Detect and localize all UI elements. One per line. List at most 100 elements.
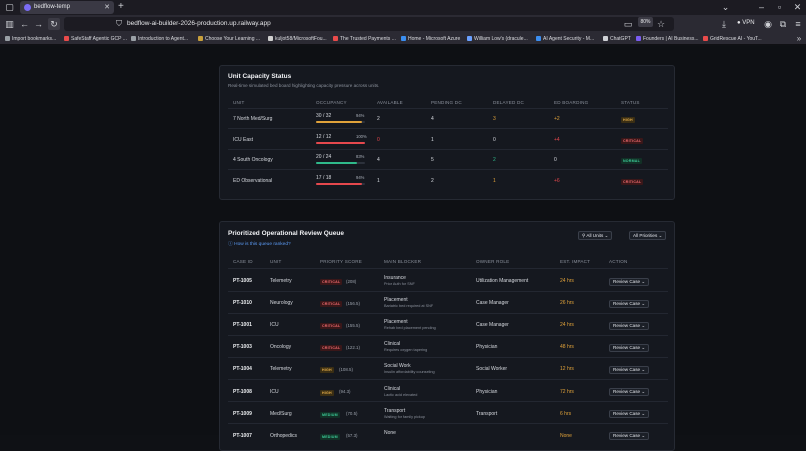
review-case-button[interactable]: Review Case ⌄ <box>609 388 650 396</box>
back-icon[interactable]: ← <box>20 19 29 29</box>
reload-icon[interactable]: ↻ <box>48 18 60 30</box>
priority-badge: HIGH <box>320 389 334 396</box>
bookmark-item[interactable]: GridRescue AI - YouT... <box>703 35 762 44</box>
priority-score: (122.1) <box>346 344 360 350</box>
bookmark-item[interactable]: kuljot58/MicrosoftFou... <box>268 35 327 44</box>
review-case-button[interactable]: Review Case ⌄ <box>609 365 650 374</box>
filter-priorities-select[interactable]: All Priorities ⌄ <box>629 231 667 240</box>
tab-list-icon[interactable]: ⌄ <box>721 2 730 12</box>
row-divider <box>228 148 668 150</box>
bookmark-item[interactable]: Introduction to Agent... <box>131 35 188 44</box>
bookmark-favicon-icon <box>333 35 338 41</box>
row-divider <box>228 169 668 170</box>
minimize-icon[interactable]: – <box>758 2 764 12</box>
tab-close-icon[interactable]: ✕ <box>104 4 110 11</box>
occupancy-bar <box>316 121 365 123</box>
review-case-button[interactable]: Review Case ⌄ <box>609 343 650 352</box>
maximize-icon[interactable]: ▫ <box>777 2 782 12</box>
bookmark-item[interactable]: ChatGPT <box>603 35 631 44</box>
downloads-icon[interactable]: ⤓ <box>722 19 726 29</box>
case-unit: Med/Surg <box>270 410 292 417</box>
review-case-button[interactable]: Review Case ⌄ <box>609 277 650 286</box>
capacity-column-header: OCCUPANCY <box>316 100 347 105</box>
filter-units-label: All Units <box>586 233 604 238</box>
bookmark-favicon-icon <box>131 35 136 41</box>
sidebar-icon[interactable]: ▢ <box>5 2 14 12</box>
ed-boarding: +2 <box>554 116 560 122</box>
queue-column-header: EST. IMPACT <box>560 259 591 264</box>
priority-badge: HIGH <box>320 367 334 374</box>
extensions-icon[interactable]: ⧉ <box>779 19 787 29</box>
queue-column-header: PRIORITY SCORE <box>320 259 363 264</box>
forward-icon[interactable]: → <box>34 19 43 29</box>
case-unit: Telemetry <box>270 278 292 284</box>
case-id: PT-1005 <box>233 278 252 284</box>
bookmark-item[interactable]: William Low's (dracule... <box>467 35 528 44</box>
pending-discharges: 1 <box>431 136 434 143</box>
bookmarks-overflow-icon[interactable]: » <box>796 34 802 43</box>
review-case-button[interactable]: Review Case ⌄ <box>609 410 650 419</box>
estimated-impact: 12 hrs <box>560 366 574 373</box>
bookmark-item[interactable]: SafeStaff Agentic GCP ... <box>64 35 127 44</box>
title-bar: ▢ bedflow-temp ✕ + ⌄ – ▫ ✕ <box>0 0 806 15</box>
available-beds: 0 <box>377 136 380 143</box>
priority-score: (155.5) <box>346 322 360 328</box>
delayed-discharges: 3 <box>493 116 496 122</box>
reader-view-icon[interactable]: ▭ <box>623 19 633 29</box>
bookmark-favicon-icon <box>64 35 69 41</box>
bookmark-star-icon[interactable]: ☆ <box>656 19 666 29</box>
review-case-label: Review Case <box>613 411 642 417</box>
chevron-down-icon: ⌄ <box>658 233 663 238</box>
address-bar[interactable]: ⛉ bedflow-ai-builder-2026-production.up.… <box>64 17 674 31</box>
occupancy-bar-fill <box>316 141 365 144</box>
bookmark-item[interactable]: Import bookmarks... <box>5 35 56 44</box>
bookmark-item[interactable]: Founders | AI Business... <box>636 35 699 44</box>
chevron-down-icon: ⌄ <box>641 366 646 372</box>
review-case-label: Review Case <box>613 389 642 394</box>
owner-role: Case Manager <box>476 300 509 307</box>
queue-help-link[interactable]: ⓘ How is this queue ranked? <box>228 242 291 247</box>
chevron-down-icon: ⌄ <box>641 278 646 284</box>
ed-boarding: +4 <box>554 136 560 143</box>
delayed-discharges: 1 <box>493 177 496 184</box>
capacity-subtitle: Real-time simulated bed board highlighti… <box>228 83 380 88</box>
review-case-button[interactable]: Review Case ⌄ <box>609 321 650 330</box>
sidebar-toggle-icon[interactable]: ▥ <box>5 19 14 29</box>
close-window-icon[interactable]: ✕ <box>793 2 802 12</box>
zoom-level[interactable]: 80% <box>638 17 653 27</box>
account-icon[interactable]: ◉ <box>764 19 772 29</box>
case-unit: ICU <box>270 322 279 329</box>
menu-icon[interactable]: ≡ <box>795 19 801 29</box>
review-case-button[interactable]: Review Case ⌄ <box>609 432 650 441</box>
priority-score: (156.5) <box>346 300 360 306</box>
bookmark-favicon-icon <box>401 35 406 41</box>
shield-icon: ⛉ <box>116 19 122 28</box>
vpn-button[interactable]: ● VPN <box>737 20 755 26</box>
row-divider <box>228 128 668 129</box>
capacity-column-header: PENDING DC <box>431 100 462 105</box>
chevron-down-icon: ⌄ <box>641 389 646 394</box>
chevron-down-icon: ⌄ <box>604 233 609 238</box>
bookmark-item[interactable]: Home - Microsoft Azure <box>401 35 460 44</box>
blocker-detail: Prior Auth for SNF <box>384 282 415 286</box>
bookmark-favicon-icon <box>536 35 541 41</box>
blocker-detail: Insulin affordability counseling <box>384 370 435 375</box>
url-text[interactable]: bedflow-ai-builder-2026-production.up.ra… <box>127 20 271 27</box>
filter-units-select[interactable]: ⚲ All Units ⌄ <box>578 231 613 240</box>
review-case-label: Review Case <box>613 433 642 439</box>
bookmark-item[interactable]: The Trusted Payments ... <box>333 35 396 44</box>
owner-role: Case Manager <box>476 322 509 329</box>
pending-discharges: 5 <box>431 157 434 163</box>
review-case-button[interactable]: Review Case ⌄ <box>609 299 650 308</box>
occupancy-count: 17 / 18 <box>316 174 332 181</box>
bookmark-item[interactable]: Choose Your Learning ... <box>198 35 260 44</box>
chevron-down-icon: ⌄ <box>641 411 646 417</box>
unit-name: ED Observational <box>233 177 273 184</box>
occupancy-bar <box>316 182 365 185</box>
bookmark-item[interactable]: AI Agent Security - M... <box>536 35 594 44</box>
navigation-bar: ▥ ← → ↻ ⛉ bedflow-ai-builder-2026-produc… <box>0 15 806 33</box>
filter-icon: ⚲ <box>582 233 587 238</box>
new-tab-icon[interactable]: + <box>118 1 124 12</box>
browser-tab[interactable]: bedflow-temp ✕ <box>20 1 114 14</box>
occupancy-bar <box>316 141 365 144</box>
